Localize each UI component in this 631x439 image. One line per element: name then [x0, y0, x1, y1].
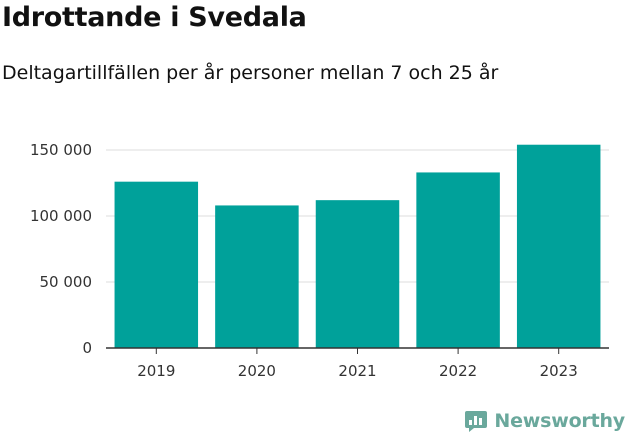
x-tick-label: 2023 — [540, 362, 578, 380]
x-tick-label: 2019 — [137, 362, 175, 380]
x-tick-label: 2022 — [439, 362, 477, 380]
newsworthy-logo-icon — [465, 411, 488, 432]
brand-name: Newsworthy — [494, 410, 625, 432]
y-tick-label: 100 000 — [30, 207, 92, 225]
bar — [215, 205, 299, 348]
brand-logo: Newsworthy — [464, 409, 625, 433]
y-tick-label: 50 000 — [40, 273, 93, 291]
bar — [315, 200, 400, 348]
x-tick-label: 2020 — [238, 362, 276, 380]
chart-title: Idrottande i Svedala — [2, 2, 307, 33]
bar — [114, 181, 199, 348]
bar — [416, 172, 500, 348]
y-tick-label: 150 000 — [30, 141, 92, 159]
y-tick-label: 0 — [82, 339, 92, 357]
chart-subtitle: Deltagartillfällen per år personer mella… — [2, 62, 499, 84]
x-tick-label: 2021 — [338, 362, 376, 380]
bar — [516, 144, 601, 348]
